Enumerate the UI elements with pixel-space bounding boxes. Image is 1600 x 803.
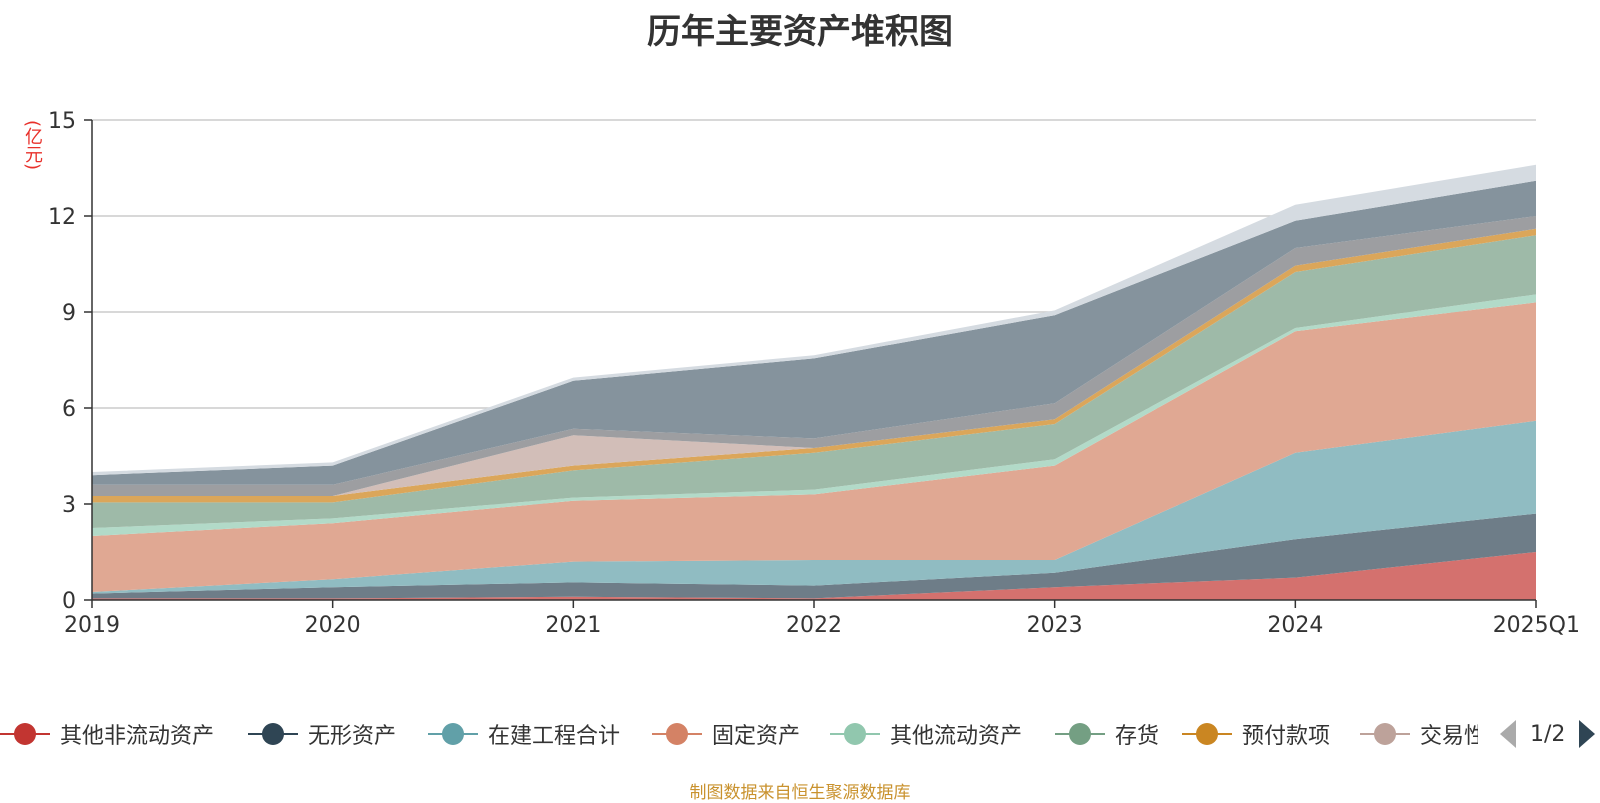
legend-label: 存货 [1115,724,1160,749]
area-无形资产 [92,513,1536,599]
y-tick-label: 6 [62,397,76,422]
legend-item[interactable]: 存货 [1055,716,1159,752]
area-在建工程合计 [92,420,1536,594]
legend: 其他非流动资产 无形资产 在建工程合计 固定资产 其他流动资产 存货 预付款项 交易性金融资产 [0,716,1600,756]
y-tick-label: 12 [48,205,76,230]
legend-item[interactable]: 固定资产 [652,716,800,752]
y-tick-label: 15 [48,109,76,134]
legend-next-page-icon[interactable] [1579,720,1596,748]
legend-label: 在建工程合计 [488,724,621,749]
legend-marker-icon [1055,719,1105,749]
area-应收账款 [92,216,1536,496]
y-axis-unit: (亿元) [22,120,43,171]
area-固定资产 [92,302,1536,592]
legend-marker-icon [830,719,880,749]
legend-pager: 1/2 [1500,716,1596,752]
area-货币资金 [92,180,1536,485]
legend-label: 预付款项 [1242,724,1331,749]
area-series [92,164,1536,600]
x-tick-label: 2022 [786,613,842,638]
y-tick-label: 3 [62,493,76,518]
legend-item[interactable]: 预付款项 [1182,716,1330,752]
area-存货 [92,235,1536,528]
legend-marker-icon [428,719,478,749]
legend-item[interactable]: 交易性金融资产 [1360,716,1478,752]
legend-prev-page-icon[interactable] [1500,720,1516,748]
stacked-area-chart: 0 3 6 9 12 15 2019 2020 2021 2022 2023 2024 2025Q1 [48,109,1580,638]
x-tick-label: 2025Q1 [1493,613,1580,638]
legend-label: 固定资产 [712,724,801,749]
legend-page-indicator: 1/2 [1530,721,1566,747]
legend-label: 无形资产 [308,724,397,749]
legend-item[interactable]: 无形资产 [248,716,396,752]
area-其他非流动资产 [92,552,1536,600]
legend-item[interactable]: 在建工程合计 [428,716,620,752]
legend-marker-icon [1182,719,1232,749]
legend-marker-icon [248,719,298,749]
legend-item[interactable]: 其他流动资产 [830,716,1022,752]
source-note: 制图数据来自恒生聚源数据库 [689,783,911,803]
legend-label: 交易性金融资产 [1420,724,1478,749]
area-其他流动资产 [92,294,1536,536]
legend-label: 其他非流动资产 [60,724,215,749]
y-tick-label: 9 [62,301,76,326]
area-预付款项 [92,228,1536,503]
area-其他 [92,164,1536,476]
legend-item[interactable]: 其他非流动资产 [0,716,214,752]
y-tick-label: 0 [62,589,76,614]
legend-items: 其他非流动资产 无形资产 在建工程合计 固定资产 其他流动资产 存货 预付款项 交易性金融资产 [0,716,1478,756]
chart-title: 历年主要资产堆积图 [647,12,953,52]
legend-marker-icon [652,719,702,749]
legend-marker-icon [1360,719,1410,749]
x-tick-label: 2024 [1267,613,1323,638]
x-tick-label: 2020 [305,613,361,638]
x-tick-label: 2023 [1027,613,1083,638]
axes: 0 3 6 9 12 15 2019 2020 2021 2022 2023 2024 2025Q1 [48,109,1580,638]
legend-label: 其他流动资产 [890,724,1023,749]
x-tick-label: 2019 [64,613,120,638]
legend-marker-icon [0,719,50,749]
x-tick-label: 2021 [545,613,601,638]
